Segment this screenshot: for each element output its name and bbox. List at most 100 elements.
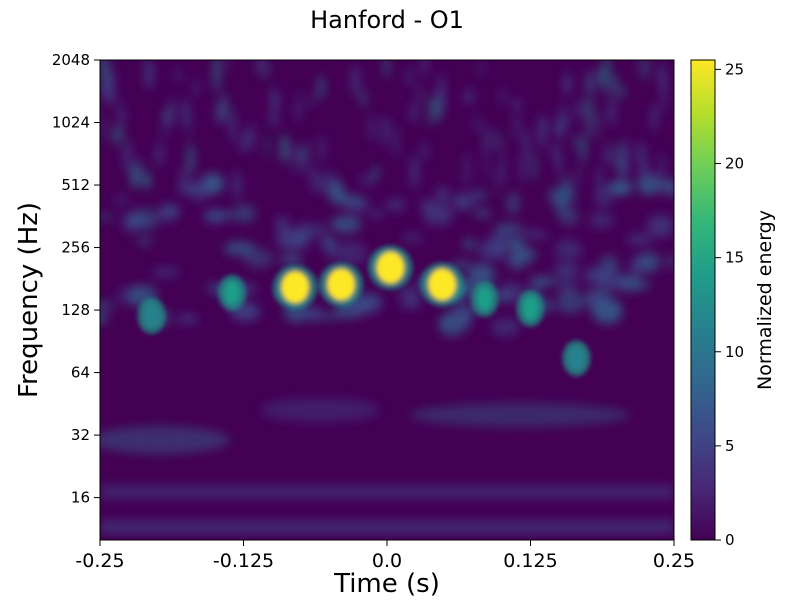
texture-streak — [100, 109, 103, 139]
texture-streak — [188, 142, 194, 177]
texture-streak — [428, 95, 433, 127]
texture-streak — [203, 173, 210, 199]
texture-streak — [164, 109, 169, 122]
texture-blob — [509, 247, 534, 267]
texture-streak — [411, 101, 417, 124]
texture-streak — [119, 109, 126, 122]
y-tick-label: 1024 — [52, 114, 90, 132]
texture-streak — [382, 115, 389, 146]
x-axis: -0.25 -0.125 0.0 0.125 0.25 — [75, 540, 695, 572]
texture-streak — [384, 60, 389, 78]
x-tick-label: 0.25 — [653, 550, 695, 572]
hotspot-layer — [137, 245, 591, 377]
texture-blob — [494, 223, 524, 234]
y-axis: 16 32 64 128 256 512 1024 2048 — [52, 51, 100, 507]
texture-streak — [617, 141, 622, 175]
texture-streak — [301, 156, 307, 175]
texture-streak — [182, 98, 189, 127]
colorbar-gradient — [691, 60, 715, 540]
texture-blob — [401, 233, 424, 244]
texture-blob — [278, 253, 304, 266]
texture-blob — [646, 214, 674, 238]
texture-streak — [239, 137, 243, 153]
texture-streak — [558, 155, 562, 178]
texture-streak — [369, 115, 375, 142]
texture-streak — [438, 71, 444, 95]
texture-blob — [423, 204, 454, 226]
texture-streak — [604, 60, 611, 78]
texture-streak — [609, 142, 613, 168]
texture-streak — [575, 99, 583, 121]
texture-blob — [462, 238, 476, 250]
y-tick-label: 512 — [61, 176, 90, 194]
texture-blob — [369, 209, 383, 219]
y-tick-label: 64 — [71, 364, 90, 382]
texture-band — [100, 426, 230, 454]
texture-blob — [606, 180, 633, 196]
texture-blob — [295, 222, 312, 241]
x-tick-label: -0.125 — [213, 550, 274, 572]
texture-blob — [452, 192, 474, 211]
texture-streak — [187, 112, 191, 138]
texture-blob — [385, 198, 406, 212]
hotspot-3 — [327, 268, 356, 301]
texture-blob — [505, 191, 521, 215]
texture-streak — [293, 140, 298, 175]
texture-streak — [318, 134, 325, 162]
colorbar-tick-label: 5 — [725, 437, 735, 455]
texture-blob — [223, 241, 256, 256]
hotspot-2 — [281, 271, 310, 304]
texture-streak — [100, 60, 107, 84]
texture-streak — [244, 127, 249, 152]
texture-streak — [394, 124, 398, 159]
texture-streak — [579, 135, 586, 163]
texture-streak — [484, 123, 490, 157]
hotspot-8 — [568, 346, 585, 371]
texture-blob — [554, 270, 578, 295]
texture-streak — [421, 60, 427, 78]
texture-blob — [556, 290, 585, 314]
texture-streak — [587, 70, 593, 90]
texture-streak — [532, 152, 536, 182]
texture-blob — [244, 248, 274, 269]
texture-blob — [100, 213, 113, 222]
texture-blob — [438, 313, 466, 337]
hotspot-1 — [224, 280, 241, 305]
texture-blob — [639, 186, 656, 196]
texture-blob — [597, 269, 624, 292]
y-tick-label: 32 — [71, 426, 90, 444]
texture-streak — [352, 64, 359, 97]
texture-streak — [620, 161, 627, 182]
texture-streak — [495, 129, 499, 150]
texture-blob — [473, 208, 492, 219]
texture-streak — [421, 142, 428, 160]
texture-streak — [483, 150, 487, 180]
x-tick-label: -0.25 — [75, 550, 124, 572]
texture-blob — [231, 204, 257, 223]
texture-streak — [417, 84, 422, 106]
texture-streak — [249, 121, 255, 150]
texture-streak — [520, 152, 526, 184]
colorbar-tick-label: 0 — [725, 531, 735, 549]
texture-streak — [555, 152, 560, 168]
texture-blob — [330, 215, 362, 233]
texture-streak — [221, 92, 228, 122]
texture-streak — [310, 163, 317, 193]
texture-streak — [499, 136, 504, 168]
colorbar-label: Normalized energy — [754, 210, 776, 390]
texture-blob — [114, 195, 129, 206]
texture-streak — [645, 163, 649, 182]
texture-streak — [193, 78, 198, 96]
texture-band — [100, 485, 674, 499]
texture-streak — [555, 122, 562, 138]
x-axis-label: Time (s) — [333, 569, 440, 599]
texture-streak — [411, 154, 418, 189]
texture-blob — [335, 241, 368, 265]
texture-streak — [604, 144, 609, 166]
texture-blob — [521, 230, 549, 239]
texture-blob — [419, 199, 436, 210]
hotspot-5 — [428, 268, 457, 301]
texture-blob — [554, 239, 583, 261]
texture-blob — [100, 301, 116, 310]
texture-streak — [360, 89, 366, 109]
